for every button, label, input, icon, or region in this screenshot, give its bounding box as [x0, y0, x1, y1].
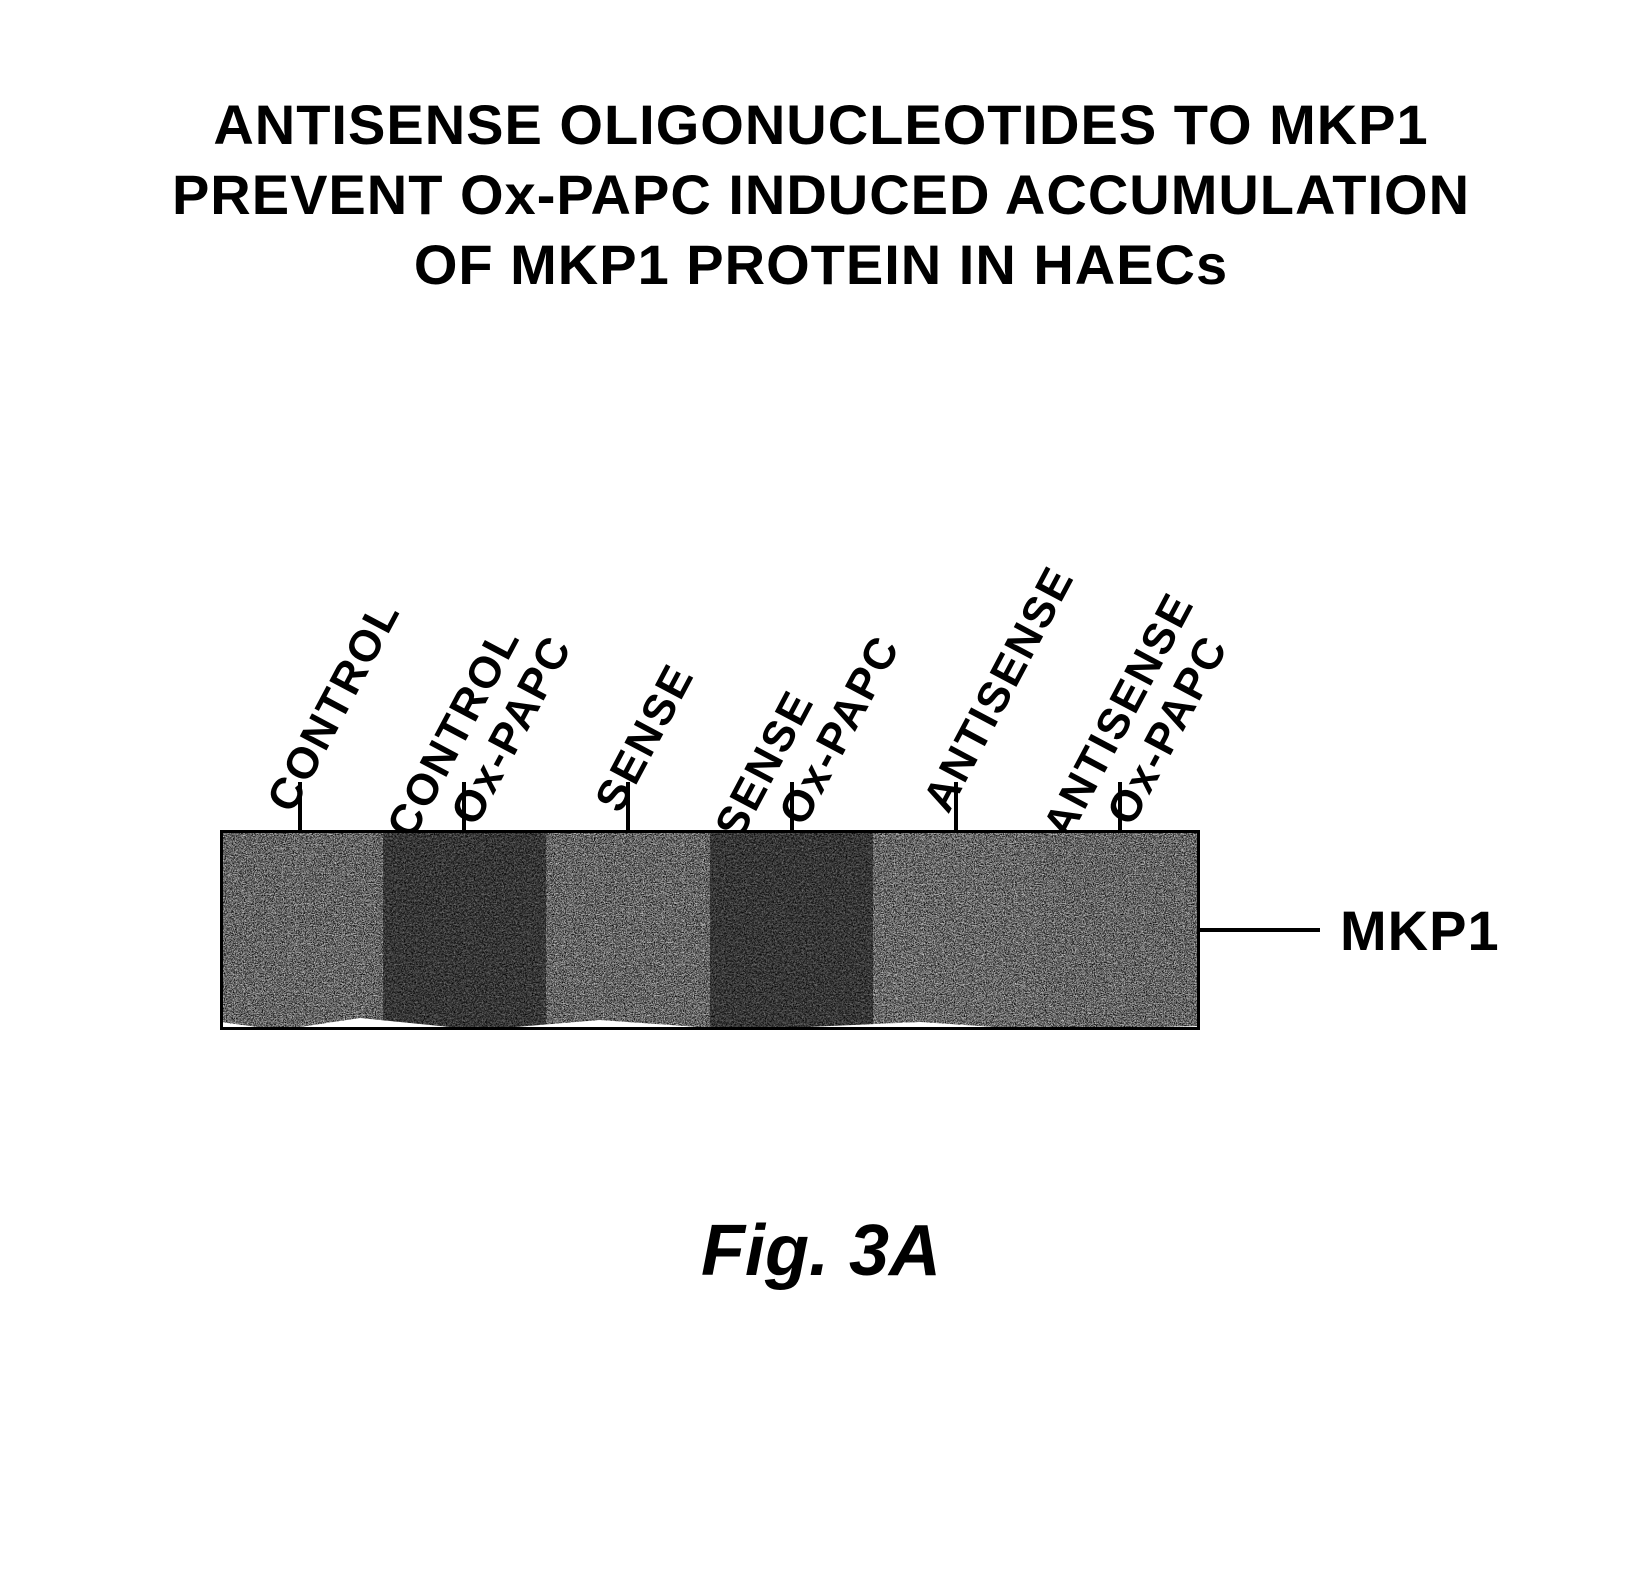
blot-area: CONTROL CONTROL + Ox-PAPC SENSE SENSE + … — [220, 830, 1200, 1030]
figure-caption: Fig. 3A — [0, 1210, 1642, 1292]
lane-label: CONTROL — [258, 592, 411, 820]
western-blot — [220, 830, 1200, 1030]
row-label: MKP1 — [1340, 898, 1500, 963]
row-label-pointer — [1200, 928, 1320, 932]
lane-label: SENSE — [586, 656, 705, 820]
figure-page: ANTISENSE OLIGONUCLEOTIDES TO MKP1 PREVE… — [0, 0, 1642, 1578]
figure-title: ANTISENSE OLIGONUCLEOTIDES TO MKP1 PREVE… — [0, 90, 1642, 300]
lane-label: ANTISENSE + Ox-PAPC — [1034, 585, 1249, 870]
